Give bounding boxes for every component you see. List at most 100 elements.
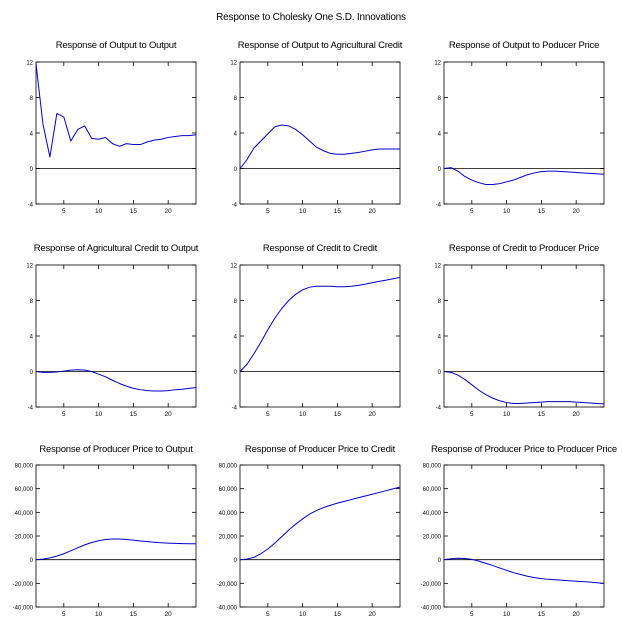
y-tick-label: 0 xyxy=(234,370,238,376)
chart-panel-5: -4 0 4 8 12 5 10 15 20 xyxy=(230,264,401,418)
x-tick-label: 10 xyxy=(503,411,511,418)
series-line xyxy=(443,557,605,584)
x-tick-label: 20 xyxy=(573,208,581,215)
y-tick-label: 0 xyxy=(30,370,34,376)
y-tick-label: 12 xyxy=(434,61,441,67)
x-tick-label: 10 xyxy=(299,208,307,215)
y-tick-label: 8 xyxy=(438,299,442,305)
y-tick-label: 80,000 xyxy=(15,464,34,470)
y-tick-label: 12 xyxy=(434,264,441,270)
x-tick-label: 5 xyxy=(470,611,474,618)
y-tick-label: -40,000 xyxy=(13,606,34,612)
y-tick-label: 60,000 xyxy=(15,487,34,493)
x-tick-label: 5 xyxy=(266,411,270,418)
y-tick-label: 4 xyxy=(438,335,442,341)
y-tick-label: 4 xyxy=(30,132,34,138)
y-tick-label: 8 xyxy=(30,96,34,102)
y-tick-label: -4 xyxy=(436,203,442,209)
x-tick-label: 15 xyxy=(538,411,546,418)
y-tick-label: 0 xyxy=(234,167,238,173)
y-tick-label: 60,000 xyxy=(423,487,442,493)
series-line xyxy=(35,369,197,392)
x-tick-label: 5 xyxy=(470,208,474,215)
chart-panel-1: -4 0 4 8 12 5 10 15 20 xyxy=(26,61,197,215)
y-tick-label: 20,000 xyxy=(15,535,34,541)
plot-frame xyxy=(239,464,401,608)
y-tick-label: 40,000 xyxy=(423,511,442,517)
y-tick-label: 20,000 xyxy=(219,535,238,541)
y-tick-label: 12 xyxy=(230,264,237,270)
plot-frame xyxy=(443,61,605,205)
y-tick-label: 8 xyxy=(234,299,238,305)
x-tick-label: 20 xyxy=(369,411,377,418)
y-tick-label: 8 xyxy=(30,299,34,305)
plot-frame xyxy=(239,61,401,205)
x-tick-label: 10 xyxy=(95,611,103,618)
y-tick-label: -40,000 xyxy=(217,606,238,612)
chart-panel-7: -40,000 -20,000 0 20,000 40,000 60,000 80,000 5… xyxy=(13,464,197,618)
x-tick-label: 5 xyxy=(62,411,66,418)
x-tick-label: 5 xyxy=(266,208,270,215)
y-tick-label: 0 xyxy=(30,558,34,564)
chart-title-1: Response of Output to Output xyxy=(55,40,177,51)
x-tick-label: 5 xyxy=(470,411,474,418)
x-tick-label: 15 xyxy=(334,611,342,618)
y-tick-label: 40,000 xyxy=(15,511,34,517)
y-tick-label: 4 xyxy=(438,132,442,138)
series-line xyxy=(35,63,197,158)
y-tick-label: 0 xyxy=(438,167,442,173)
y-tick-label: -4 xyxy=(28,406,34,412)
series-line xyxy=(443,167,605,185)
plot-frame xyxy=(443,264,605,408)
y-tick-label: 60,000 xyxy=(219,487,238,493)
series-line xyxy=(239,486,401,561)
x-tick-label: 15 xyxy=(334,411,342,418)
chart-panel-2: -4 0 4 8 12 5 10 15 20 xyxy=(230,61,401,215)
x-tick-label: 10 xyxy=(299,411,307,418)
y-tick-label: 4 xyxy=(30,335,34,341)
y-tick-label: 40,000 xyxy=(219,511,238,517)
series-line xyxy=(239,124,400,169)
x-tick-label: 10 xyxy=(95,411,103,418)
x-tick-label: 20 xyxy=(165,208,173,215)
x-tick-label: 10 xyxy=(503,611,511,618)
chart-title-9: Response of Producer Price to Producer P… xyxy=(430,444,618,455)
y-tick-label: 12 xyxy=(230,61,237,67)
y-tick-label: 0 xyxy=(30,167,34,173)
y-tick-label: 80,000 xyxy=(423,464,442,470)
x-tick-label: 20 xyxy=(573,411,581,418)
chart-panel-9: -40,000 -20,000 0 20,000 40,000 60,000 80,000 5… xyxy=(421,464,605,618)
plot-frame xyxy=(35,464,197,608)
y-tick-label: 20,000 xyxy=(423,535,442,541)
y-tick-label: 80,000 xyxy=(219,464,238,470)
series-line xyxy=(35,538,197,561)
y-tick-label: 8 xyxy=(438,96,442,102)
y-tick-label: -4 xyxy=(232,203,238,209)
y-tick-label: 0 xyxy=(234,558,238,564)
chart-title-7: Response of Producer Price to Output xyxy=(39,444,193,455)
x-tick-label: 10 xyxy=(503,208,511,215)
x-tick-label: 15 xyxy=(538,611,546,618)
y-tick-label: 0 xyxy=(438,558,442,564)
chart-title-3: Response of Output to Poducer Price xyxy=(448,40,600,51)
chart-title-5: Response of Credit to Credit xyxy=(262,243,378,254)
chart-panel-4: -4 0 4 8 12 5 10 15 20 xyxy=(26,264,197,418)
x-tick-label: 5 xyxy=(266,611,270,618)
x-tick-label: 15 xyxy=(538,208,546,215)
y-tick-label: 12 xyxy=(26,61,33,67)
chart-title-6: Response of Credit to Producer Price xyxy=(448,243,600,254)
x-tick-label: 20 xyxy=(573,611,581,618)
plot-frame xyxy=(35,264,197,408)
chart-panel-8: -40,000 -20,000 0 20,000 40,000 60,000 80,000 5… xyxy=(217,464,401,618)
series-line xyxy=(443,371,605,405)
x-tick-label: 15 xyxy=(334,208,342,215)
y-tick-label: -20,000 xyxy=(421,582,442,588)
page-title: Response to Cholesky One S.D. Innovation… xyxy=(216,12,406,23)
x-tick-label: 10 xyxy=(299,611,307,618)
series-line xyxy=(239,276,401,372)
x-tick-label: 15 xyxy=(130,208,138,215)
y-tick-label: 0 xyxy=(438,370,442,376)
y-tick-label: -20,000 xyxy=(217,582,238,588)
x-tick-label: 20 xyxy=(165,611,173,618)
x-tick-label: 20 xyxy=(165,411,173,418)
